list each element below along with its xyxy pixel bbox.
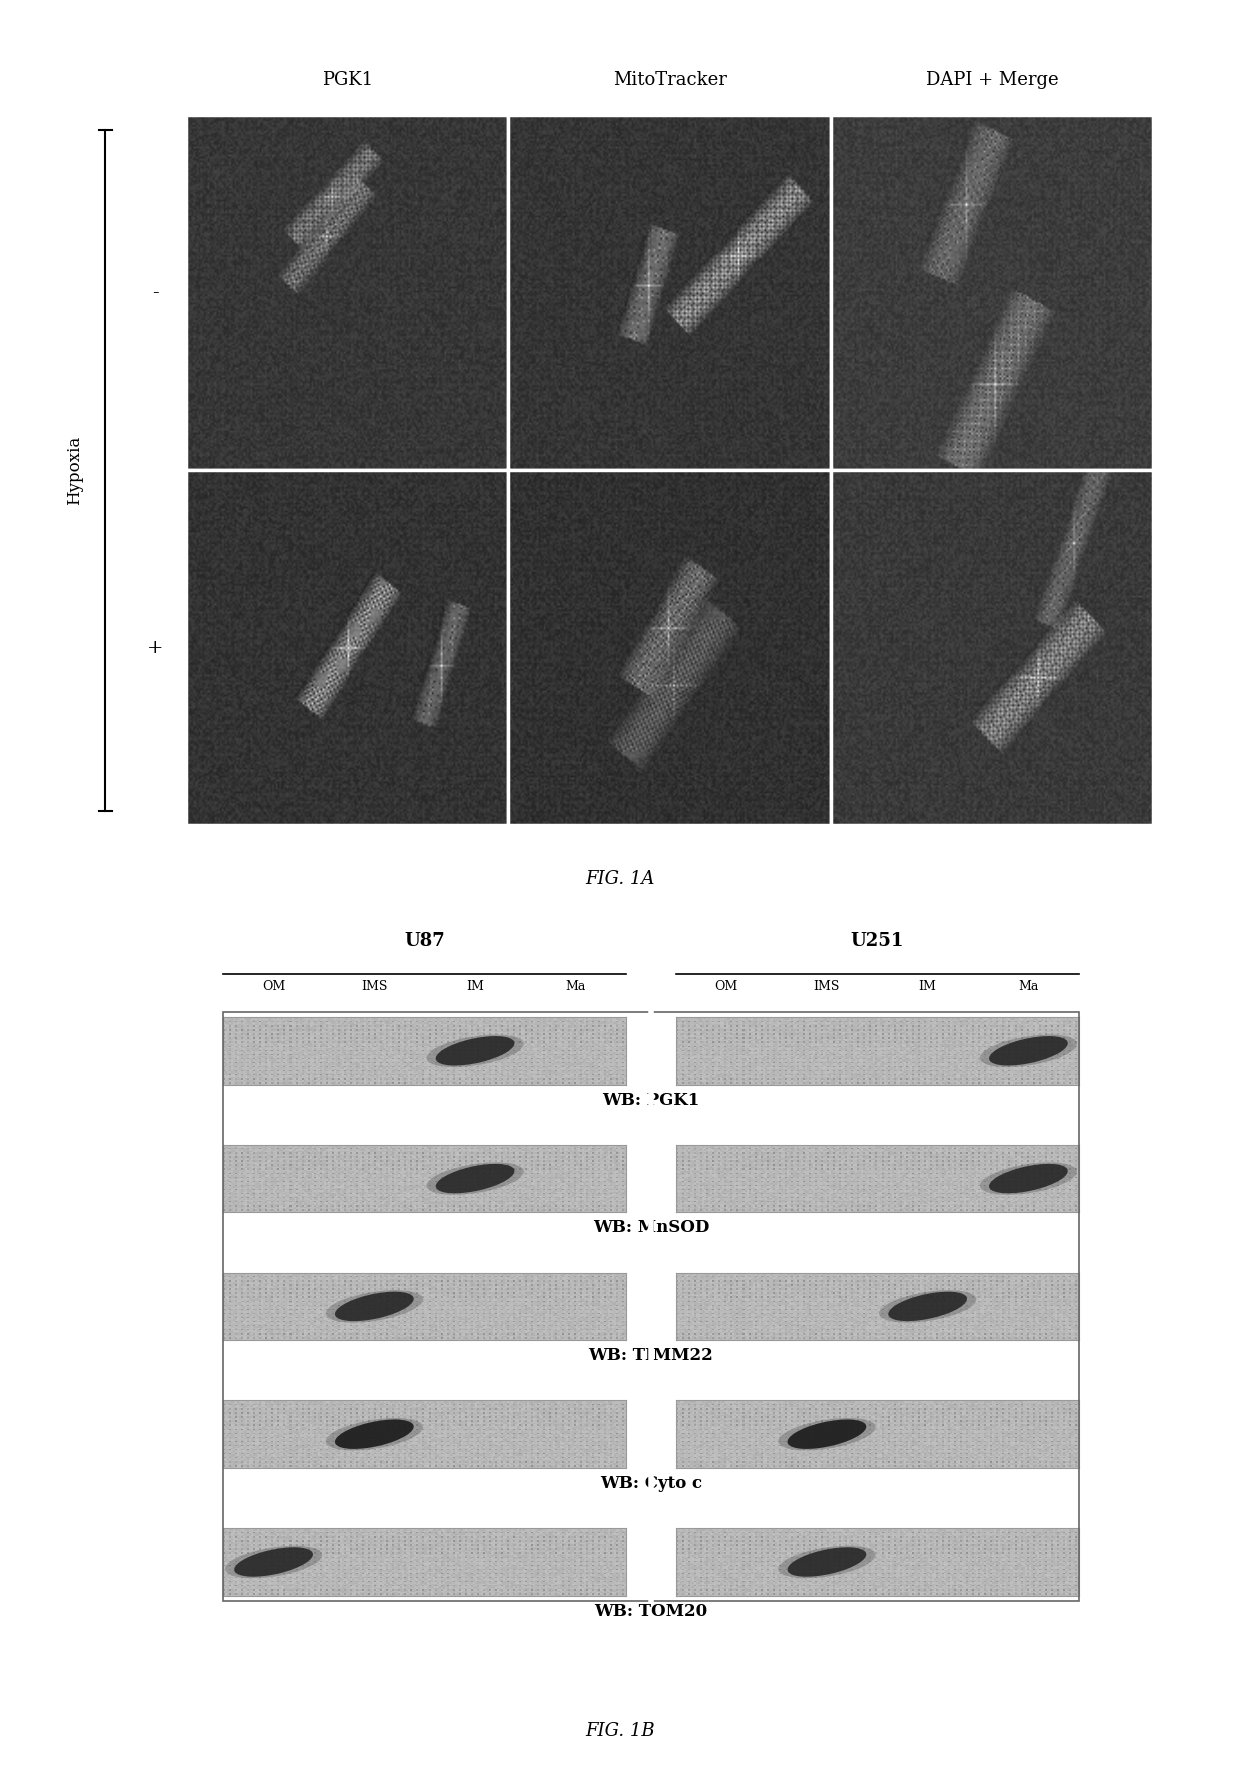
Ellipse shape (980, 1163, 1078, 1195)
Text: WB: PGK1: WB: PGK1 (603, 1092, 699, 1109)
Ellipse shape (335, 1292, 414, 1321)
Ellipse shape (779, 1546, 875, 1578)
Text: U87: U87 (404, 932, 445, 950)
Text: WB: TOM20: WB: TOM20 (594, 1603, 708, 1621)
Ellipse shape (779, 1418, 875, 1450)
Ellipse shape (427, 1163, 523, 1195)
Text: IMS: IMS (813, 980, 841, 992)
Ellipse shape (980, 1035, 1078, 1067)
Text: WB: TIMM22: WB: TIMM22 (589, 1347, 713, 1365)
Ellipse shape (435, 1164, 515, 1193)
Ellipse shape (335, 1420, 414, 1448)
Text: Ma: Ma (565, 980, 587, 992)
Ellipse shape (787, 1548, 867, 1576)
Ellipse shape (990, 1164, 1068, 1193)
Text: Hypoxia: Hypoxia (66, 435, 83, 506)
Text: IM: IM (466, 980, 484, 992)
Ellipse shape (787, 1420, 867, 1448)
Text: U251: U251 (851, 932, 904, 950)
Text: IMS: IMS (361, 980, 388, 992)
Text: OM: OM (714, 980, 738, 992)
Text: -: - (151, 284, 159, 302)
Text: +: + (146, 639, 164, 657)
Text: FIG. 1B: FIG. 1B (585, 1722, 655, 1740)
Ellipse shape (879, 1290, 976, 1322)
Ellipse shape (427, 1035, 523, 1067)
Text: MitoTracker: MitoTracker (613, 71, 727, 89)
Text: DAPI + Merge: DAPI + Merge (926, 71, 1058, 89)
Ellipse shape (326, 1418, 423, 1450)
Text: WB: MnSOD: WB: MnSOD (593, 1219, 709, 1237)
Text: OM: OM (262, 980, 285, 992)
Text: PGK1: PGK1 (321, 71, 373, 89)
Ellipse shape (326, 1290, 423, 1322)
Text: WB: Cyto c: WB: Cyto c (600, 1475, 702, 1493)
Text: FIG. 1A: FIG. 1A (585, 870, 655, 888)
Ellipse shape (888, 1292, 967, 1321)
Text: IM: IM (919, 980, 936, 992)
Ellipse shape (224, 1546, 322, 1578)
Text: Ma: Ma (1018, 980, 1039, 992)
Ellipse shape (234, 1548, 312, 1576)
Ellipse shape (435, 1037, 515, 1065)
Ellipse shape (990, 1037, 1068, 1065)
